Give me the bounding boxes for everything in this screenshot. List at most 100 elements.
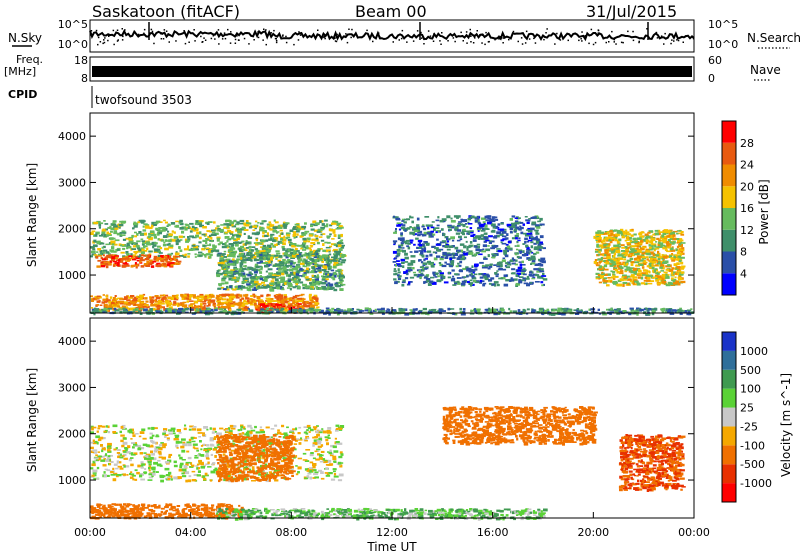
heatmap-cell: [398, 244, 403, 247]
heatmap-cell: [230, 236, 235, 240]
heatmap-cell: [244, 277, 249, 280]
heatmap-cell: [137, 310, 142, 313]
heatmap-cell: [534, 263, 540, 266]
heatmap-cell: [158, 252, 163, 254]
heatmap-cell: [221, 245, 227, 249]
heatmap-cell: [331, 307, 335, 310]
noise-point: [257, 36, 260, 39]
frequency-frame: [89, 56, 695, 82]
heatmap-cell: [111, 302, 115, 305]
heatmap-cell: [226, 225, 230, 229]
heatmap-cell: [308, 234, 313, 237]
heatmap-cell: [527, 219, 531, 222]
heatmap-cell: [190, 303, 194, 307]
heatmap-cell: [425, 243, 430, 246]
heatmap-cell: [280, 307, 285, 311]
heatmap-cell: [329, 273, 333, 277]
heatmap-cell: [427, 283, 432, 286]
heatmap-cell: [292, 286, 296, 289]
heatmap-cell: [402, 237, 405, 240]
heatmap-cell: [519, 221, 524, 224]
heatmap-cell: [469, 230, 474, 232]
heatmap-cell: [474, 219, 478, 223]
heatmap-cell: [126, 303, 131, 306]
noise-point: [263, 28, 265, 30]
heatmap-cell: [250, 254, 255, 256]
heatmap-cell: [250, 273, 254, 276]
heatmap-cell: [416, 269, 420, 272]
heatmap-cell: [394, 230, 397, 233]
heatmap-cell: [500, 309, 505, 312]
heatmap-cell: [488, 279, 493, 282]
heatmap-cell: [296, 256, 300, 259]
heatmap-cell: [393, 268, 397, 271]
heatmap-cell: [268, 264, 272, 266]
heatmap-cell: [659, 237, 664, 240]
heatmap-cell: [324, 270, 330, 273]
heatmap-cell: [410, 216, 414, 219]
heatmap-cell: [442, 233, 446, 236]
heatmap-cell: [393, 270, 397, 273]
heatmap-cell: [335, 220, 339, 224]
heatmap-cell: [638, 245, 642, 248]
noise-point: [420, 31, 422, 34]
heatmap-cell: [341, 254, 346, 257]
heatmap-cell: [507, 240, 511, 244]
heatmap-cell: [514, 229, 517, 233]
heatmap-cell: [160, 255, 165, 258]
heatmap-cell: [471, 265, 474, 268]
heatmap-cell: [511, 257, 514, 260]
heatmap-cell: [227, 264, 231, 267]
heatmap-cell: [177, 260, 182, 263]
heatmap-cell: [619, 270, 624, 273]
heatmap-cell: [290, 242, 293, 245]
heatmap-cell: [531, 310, 536, 313]
heatmap-cell: [130, 253, 133, 256]
heatmap-cell: [332, 286, 335, 290]
heatmap-cell: [593, 235, 596, 239]
heatmap-cell: [402, 247, 405, 249]
heatmap-cell: [488, 308, 493, 312]
heatmap-cell: [140, 301, 145, 304]
heatmap-cell: [156, 257, 162, 260]
heatmap-cell: [669, 247, 674, 251]
heatmap-cell: [533, 247, 539, 251]
heatmap-cell: [302, 244, 306, 248]
heatmap-cell: [292, 309, 297, 313]
heatmap-cell: [296, 233, 299, 236]
heatmap-cell: [494, 254, 497, 257]
heatmap-cell: [226, 258, 231, 262]
heatmap-cell: [654, 268, 658, 270]
heatmap-cell: [150, 237, 154, 239]
heatmap-cell: [288, 280, 291, 282]
heatmap-cell: [225, 220, 228, 223]
heatmap-cell: [232, 234, 236, 237]
heatmap-cell: [121, 222, 126, 224]
heatmap-cell: [610, 270, 613, 273]
heatmap-cell: [277, 242, 280, 245]
heatmap-cell: [395, 228, 397, 231]
noise-point: [97, 36, 100, 39]
heatmap-cell: [279, 264, 285, 267]
heatmap-cell: [673, 281, 678, 285]
heatmap-cell: [633, 253, 638, 256]
heatmap-cell: [606, 308, 610, 311]
heatmap-cell: [293, 280, 299, 282]
heatmap-cell: [303, 259, 308, 262]
heatmap-cell: [326, 249, 331, 252]
heatmap-cell: [675, 238, 680, 240]
heatmap-cell: [482, 244, 487, 248]
heatmap-cell: [283, 226, 287, 229]
heatmap-cell: [157, 254, 162, 258]
heatmap-cell: [648, 246, 652, 250]
heatmap-cell: [267, 301, 272, 304]
heatmap-cell: [174, 255, 179, 258]
heatmap-cell: [639, 263, 644, 266]
noise-point: [441, 32, 443, 34]
heatmap-cell: [608, 249, 613, 252]
heatmap-cell: [451, 239, 455, 242]
heatmap-cell: [261, 281, 265, 284]
heatmap-cell: [672, 237, 677, 241]
heatmap-cell: [679, 252, 682, 256]
heatmap-cell: [501, 308, 504, 310]
